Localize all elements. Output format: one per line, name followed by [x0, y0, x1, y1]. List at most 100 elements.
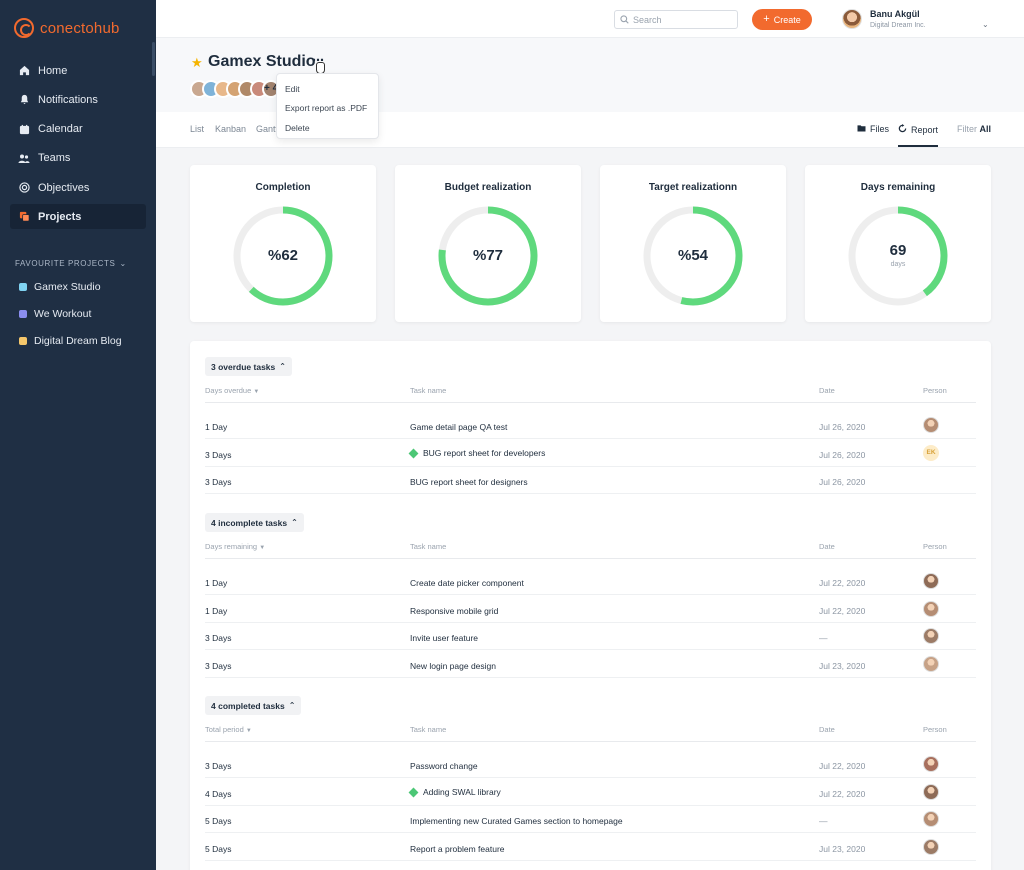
section-toggle[interactable]: 4 incomplete tasks ⌃: [205, 513, 304, 532]
table-row[interactable]: 3 Days BUG report sheet for developers Jul…: [205, 440, 976, 467]
main-nav: Home Notifications Calendar Teams Object…: [10, 58, 146, 234]
section-toggle[interactable]: 3 overdue tasks ⌃: [205, 357, 292, 376]
row-task-name[interactable]: Password change: [410, 761, 478, 771]
card-title: Completion: [255, 182, 311, 193]
table-row[interactable]: 1 Day Responsive mobile grid Jul 22, 2020: [205, 596, 976, 623]
row-task-name[interactable]: Create date picker component: [410, 578, 524, 588]
section-title: 4 completed tasks: [211, 700, 285, 711]
tab-files[interactable]: Files: [857, 124, 889, 134]
table-row[interactable]: 1 Day Create date picker component Jul 22,…: [205, 568, 976, 595]
row-duration: 5 Days: [205, 816, 232, 826]
app-logo[interactable]: conectohub: [14, 18, 120, 38]
menu-item-edit[interactable]: Edit: [285, 83, 300, 94]
row-task-name[interactable]: BUG report sheet for developers: [408, 448, 545, 459]
sortable-column-header[interactable]: Days overdue ▼: [205, 386, 259, 395]
column-header-label: Days remaining: [205, 542, 258, 551]
column-header: Date: [819, 542, 835, 551]
refresh-icon: [898, 124, 907, 135]
row-task-name[interactable]: BUG report sheet for designers: [410, 477, 528, 487]
milestone-diamond-icon: [408, 448, 419, 459]
task-name-label: Responsive mobile grid: [410, 605, 499, 616]
row-task-name[interactable]: New login page design: [410, 661, 496, 671]
user-menu[interactable]: Banu Akgül Digital Dream Inc. ⌄: [842, 8, 992, 32]
table-row[interactable]: 1 Day Game detail page QA test Jul 26, 202…: [205, 412, 976, 439]
column-header: Person: [923, 542, 947, 551]
menu-item-export-pdf[interactable]: Export report as .PDF: [285, 103, 368, 114]
star-icon[interactable]: ★: [191, 55, 203, 70]
avatar[interactable]: [923, 783, 939, 800]
sidebar-item-label: Objectives: [38, 181, 90, 194]
column-header: Task name: [410, 386, 446, 395]
row-task-name[interactable]: Game detail page QA test: [410, 422, 507, 432]
row-task-name[interactable]: Invite user feature: [410, 633, 478, 643]
avatar[interactable]: [923, 417, 939, 433]
column-header-label: Task name: [410, 542, 447, 551]
create-button-label: Create: [773, 14, 801, 25]
column-header-label: Date: [819, 542, 835, 551]
favourite-project-we-workout[interactable]: We Workout: [10, 303, 146, 325]
page-title: Gamex Studio: [208, 53, 316, 70]
tab-gantt[interactable]: Gantt: [256, 124, 279, 134]
favourite-projects-header[interactable]: FAVOURITE PROJECTS ⌄: [15, 259, 127, 268]
row-duration: 3 Days: [205, 449, 232, 460]
card-value: %77: [472, 247, 504, 264]
search-icon: [620, 11, 629, 29]
column-header-label: Person: [923, 386, 947, 395]
table-row[interactable]: 5 Days Implementing new Curated Games sec…: [205, 806, 976, 833]
avatar[interactable]: [923, 811, 939, 827]
column-header: Date: [819, 725, 835, 734]
project-color-dot: [19, 337, 27, 345]
sortable-column-header[interactable]: Total period ▼: [205, 725, 252, 734]
avatar[interactable]: EK: [923, 444, 939, 461]
row-task-name[interactable]: Adding SWAL library: [408, 787, 501, 798]
stat-card-days-remaining: Days remaining 69 days: [805, 165, 991, 322]
table-row[interactable]: 4 Days Adding SWAL library Jul 22, 2020: [205, 779, 976, 806]
row-date: Jul 26, 2020: [819, 477, 866, 487]
sidebar-item-objectives[interactable]: Objectives: [10, 175, 146, 200]
favourite-project-digital-dream-blog[interactable]: Digital Dream Blog: [10, 330, 146, 352]
table-row[interactable]: 3 Days Invite user feature —: [205, 623, 976, 650]
search-box[interactable]: [614, 10, 738, 29]
create-button[interactable]: + Create: [752, 9, 812, 30]
avatar[interactable]: [923, 655, 939, 672]
stat-card-target-realization: Target realizationn %54: [600, 165, 786, 322]
row-duration: 3 Days: [205, 660, 232, 671]
sidebar-item-home[interactable]: Home: [10, 58, 146, 83]
table-row[interactable]: 3 Days Password change Jul 22, 2020: [205, 751, 976, 778]
member-avatars[interactable]: [190, 80, 280, 98]
search-input[interactable]: [633, 14, 733, 25]
tab-list[interactable]: List: [190, 124, 205, 134]
sidebar-item-teams[interactable]: Teams: [10, 146, 146, 171]
tab-report-label: Report: [911, 124, 939, 135]
more-members-count[interactable]: + 4: [264, 83, 279, 94]
avatar[interactable]: [923, 600, 939, 617]
avatar[interactable]: [923, 838, 939, 855]
row-task-name[interactable]: Report a problem feature: [410, 844, 505, 854]
row-task-name[interactable]: Responsive mobile grid: [410, 606, 498, 616]
sidebar-item-notifications[interactable]: Notifications: [10, 87, 146, 112]
avatar[interactable]: [923, 573, 939, 589]
sidebar-item-calendar[interactable]: Calendar: [10, 117, 146, 142]
menu-item-delete[interactable]: Delete: [285, 122, 310, 133]
table-row[interactable]: 5 Days Report a problem feature Jul 23, 20…: [205, 834, 976, 861]
chevron-down-icon: ⌄: [982, 20, 989, 29]
table-row[interactable]: 3 Days BUG report sheet for designers Jul …: [205, 467, 976, 494]
column-header-label: Total period: [205, 725, 244, 734]
column-header-label: Task name: [410, 725, 447, 734]
row-task-name[interactable]: Implementing new Curated Games section t…: [410, 816, 623, 826]
favourite-project-gamex-studio[interactable]: Gamex Studio: [10, 276, 146, 298]
sortable-column-header[interactable]: Days remaining ▼: [205, 542, 265, 551]
avatar[interactable]: [923, 628, 939, 644]
avatar[interactable]: [923, 756, 939, 772]
sidebar-item-projects[interactable]: Projects: [10, 204, 146, 230]
section-title: 3 overdue tasks: [211, 361, 276, 372]
column-header: Person: [923, 725, 947, 734]
favourite-projects-list: Gamex Studio We Workout Digital Dream Bl…: [10, 276, 146, 357]
tab-kanban[interactable]: Kanban: [215, 124, 247, 134]
tab-report[interactable]: Report: [898, 124, 938, 135]
sidebar-scrollbar[interactable]: [152, 42, 155, 76]
section-toggle[interactable]: 4 completed tasks ⌃: [205, 696, 302, 715]
table-row[interactable]: 3 Days New login page design Jul 23, 2020: [205, 651, 976, 678]
card-title: Days remaining: [860, 182, 936, 193]
filter-dropdown[interactable]: Filter All: [957, 124, 991, 134]
